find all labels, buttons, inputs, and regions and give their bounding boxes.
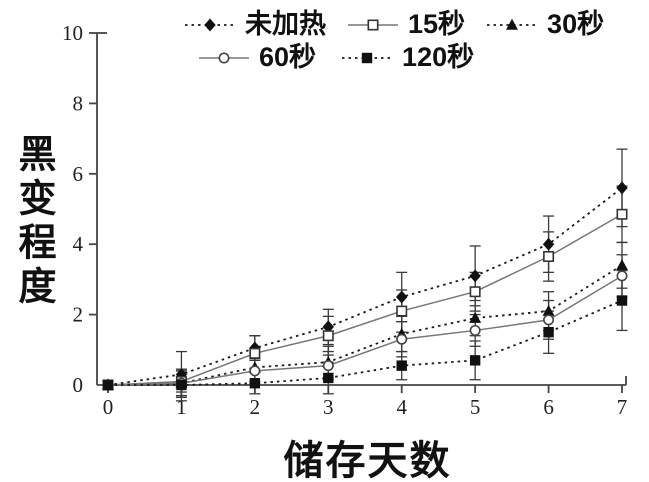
legend-label-unheated: 未加热 (245, 9, 326, 39)
legend-marker-filled-square-icon (342, 52, 393, 63)
legend-sample-marker (218, 52, 230, 64)
data-point-marker (176, 379, 187, 391)
legend-item-120s: 120秒 (340, 41, 475, 73)
legend-marker-triangle-icon (487, 18, 538, 30)
data-point-marker (616, 270, 628, 282)
series-line-4 (108, 299, 623, 386)
data-point-marker (102, 379, 114, 391)
x-tick-label: 0 (103, 395, 114, 419)
x-tick-label: 5 (470, 395, 481, 419)
legend-sample-marker (204, 18, 216, 32)
x-tick-label: 3 (323, 395, 334, 419)
data-point-marker (469, 286, 481, 298)
legend-row-2: 60秒 120秒 (197, 41, 649, 73)
x-tick-label: 6 (543, 395, 554, 419)
legend-sample-marker (506, 18, 519, 30)
chart-legend: 未加热 15秒 30秒 60秒 120秒 (0, 9, 649, 73)
x-tick-label: 4 (396, 395, 407, 419)
y-axis-title: 黑变程度 (12, 134, 54, 310)
series-line-3 (107, 275, 623, 386)
y-tick-label: 2 (73, 303, 84, 327)
data-point-marker (322, 360, 334, 372)
data-point-marker (616, 208, 628, 220)
data-point-marker (396, 333, 408, 345)
legend-sample-marker (361, 52, 373, 63)
data-point-marker (469, 269, 481, 283)
data-point-marker (322, 330, 334, 342)
legend-marker-open-circle-icon (199, 52, 249, 64)
y-tick-label: 10 (62, 21, 83, 45)
legend-label-120s: 120秒 (402, 41, 475, 72)
data-point-marker (542, 304, 555, 316)
data-point-marker (469, 324, 481, 336)
legend-label-60s: 60秒 (259, 41, 317, 72)
series-line-2 (107, 264, 623, 386)
x-tick-label: 2 (250, 395, 261, 419)
y-tick-label: 8 (73, 91, 84, 115)
data-point-marker (542, 237, 555, 251)
data-point-marker (543, 251, 555, 263)
data-point-marker (543, 327, 554, 338)
data-point-marker (249, 378, 261, 389)
legend-item-15s: 15秒 (346, 9, 466, 40)
data-point-marker (323, 372, 334, 384)
data-point-marker (543, 314, 555, 326)
data-point-marker (249, 347, 261, 359)
legend-item-unheated: 未加热 (183, 9, 326, 40)
y-tick-label: 6 (73, 162, 84, 186)
data-point-marker (249, 365, 261, 377)
x-axis-title: 储存天数 (283, 439, 452, 482)
data-point-marker (396, 305, 408, 317)
legend-label-30s: 30秒 (547, 9, 605, 39)
legend-item-30s: 30秒 (485, 9, 605, 40)
data-point-marker (616, 295, 628, 306)
legend-label-15s: 15秒 (408, 9, 466, 39)
data-point-marker (396, 290, 408, 304)
data-point-marker (616, 259, 628, 271)
legend-marker-diamond-icon (185, 18, 235, 32)
legend-row-1: 未加热 15秒 30秒 (183, 9, 649, 40)
x-tick-label: 1 (176, 395, 187, 419)
legend-item-60s: 60秒 (197, 41, 317, 73)
y-tick-label: 4 (73, 232, 84, 256)
series-line-1 (107, 213, 623, 386)
legend-marker-open-square-icon (348, 19, 398, 31)
legend-sample-marker (367, 19, 379, 31)
data-point-marker (616, 181, 628, 195)
data-point-marker (396, 360, 407, 371)
data-point-marker (469, 355, 481, 366)
y-tick-label: 0 (73, 373, 84, 397)
series-markers-4 (102, 295, 628, 391)
series-line-0 (107, 187, 623, 386)
x-tick-label: 7 (617, 395, 628, 419)
data-point-marker (322, 320, 334, 334)
data-point-marker (469, 311, 482, 323)
